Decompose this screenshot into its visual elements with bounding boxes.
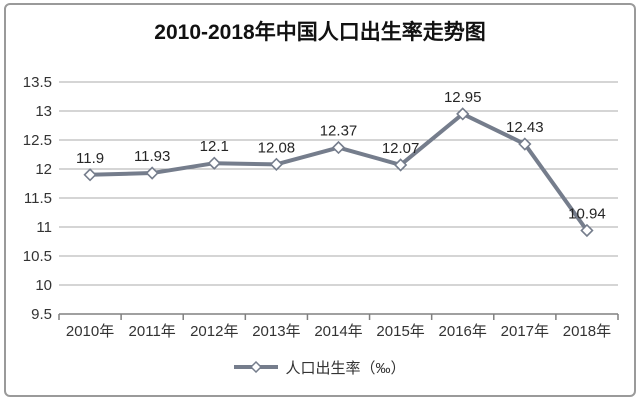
y-axis-tick-label: 9.5: [31, 306, 52, 323]
data-point-label: 10.94: [568, 205, 606, 222]
data-point-marker: [207, 156, 221, 170]
y-axis-tick-label: 12.5: [23, 132, 52, 149]
data-point-label: 12.37: [320, 123, 358, 140]
data-point-label: 12.43: [506, 119, 544, 136]
legend-label: 人口出生率（‰）: [285, 359, 406, 377]
x-axis-category-label: 2011年: [129, 323, 176, 340]
x-axis-category-label: 2014年: [314, 323, 362, 340]
data-point-marker: [269, 157, 284, 171]
x-axis-category-label: 2012年: [190, 323, 238, 340]
y-axis-tick-label: 12: [35, 161, 52, 178]
y-axis-tick-label: 11.5: [24, 190, 52, 207]
data-point-label: 12.07: [382, 140, 420, 157]
y-axis-tick-label: 13.5: [23, 74, 52, 91]
y-axis-tick-label: 10: [35, 277, 52, 294]
data-point-label: 12.95: [444, 89, 482, 106]
data-point-label: 11.9: [76, 150, 104, 167]
x-axis-category-label: 2015年: [376, 323, 424, 340]
x-axis-category-label: 2013年: [252, 323, 300, 340]
data-point-marker: [145, 166, 159, 180]
y-axis-tick-label: 10.5: [23, 248, 52, 265]
data-point-marker: [393, 158, 408, 172]
y-axis-tick-label: 13: [35, 103, 52, 120]
data-point-marker: [331, 140, 346, 155]
legend-diamond-icon: [250, 361, 263, 373]
x-axis-category-label: 2016年: [439, 323, 487, 340]
data-point-marker: [456, 107, 470, 121]
data-point-label: 11.93: [134, 148, 170, 165]
data-point-marker: [580, 223, 594, 238]
chart-card: 2010-2018年中国人口出生率走势图 9.5 10 10.5 11 11.5 12 12…: [4, 3, 636, 397]
data-point-marker: [83, 168, 97, 182]
data-point-label: 12.08: [258, 139, 296, 156]
series-marker-icon: [234, 361, 279, 373]
legend: 人口出生率（‰）: [6, 356, 634, 378]
data-point-marker: [518, 137, 532, 151]
chart-title: 2010-2018年中国人口出生率走势图: [154, 21, 486, 44]
x-axis-category-label: 2017年: [501, 323, 549, 340]
x-axis-category-label: 2010年: [66, 323, 114, 340]
y-axis-tick-label: 11: [36, 219, 52, 236]
data-point-label: 12.1: [200, 138, 229, 155]
line-chart-canvas: 9.5 10 10.5 11 11.5 12 12.5 13 13.5 2010年 2011年 201…: [23, 74, 619, 340]
x-axis-category-label: 2018年: [563, 323, 611, 340]
